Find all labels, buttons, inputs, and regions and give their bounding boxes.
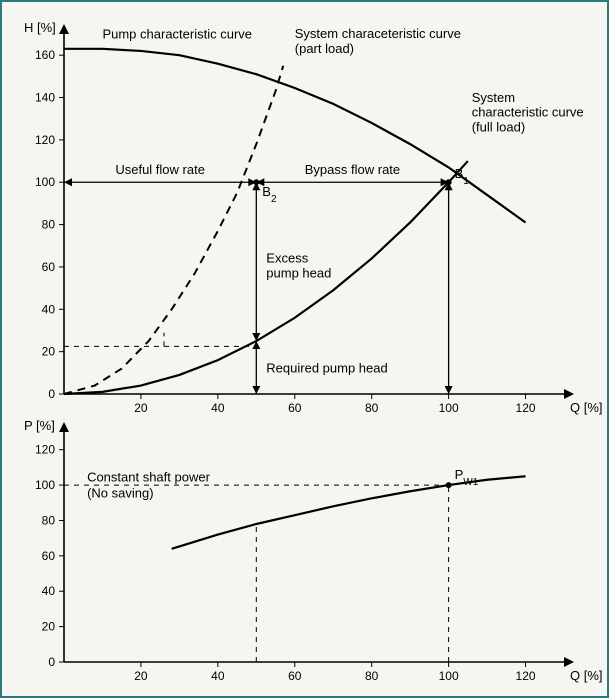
svg-text:0: 0 [48,655,55,669]
system-part-label-1: System characeteristic curve [295,26,461,41]
svg-text:60: 60 [42,260,56,274]
b1-label: B1 [455,166,470,187]
point-b2 [253,179,259,185]
point-pw1 [446,482,452,488]
svg-text:60: 60 [42,549,56,563]
b2-label: B2 [262,184,277,205]
svg-text:80: 80 [365,669,379,683]
svg-text:40: 40 [42,584,56,598]
svg-text:20: 20 [42,345,56,359]
svg-text:0: 0 [48,387,55,401]
svg-text:80: 80 [42,218,56,232]
excess-head-label-1: Excess [266,251,308,266]
svg-text:20: 20 [134,669,148,683]
system-full-label-3: (full load) [472,119,525,134]
svg-text:20: 20 [42,620,56,634]
useful-flow-label: Useful flow rate [115,162,205,177]
system-part-label-2: (part load) [295,41,354,56]
const-power-label-2: (No saving) [87,485,153,500]
pump-curves-figure: { "figure": { "background_color": "#f5f5… [0,0,609,698]
required-head-label: Required pump head [266,361,387,376]
svg-text:100: 100 [439,669,459,683]
svg-text:160: 160 [35,48,55,62]
const-power-label-1: Constant shaft power [87,470,211,485]
y-axis-label: H [%] [24,20,56,35]
svg-text:120: 120 [35,443,55,457]
y-axis-label: P [%] [24,418,55,433]
svg-text:80: 80 [365,401,379,415]
svg-text:40: 40 [211,669,225,683]
x-axis-label: Q [%] [570,400,603,415]
svg-text:120: 120 [516,669,536,683]
svg-text:100: 100 [35,478,55,492]
svg-text:120: 120 [35,133,55,147]
svg-text:40: 40 [42,302,56,316]
system-full-label-1: System [472,90,515,105]
svg-text:120: 120 [516,401,536,415]
system-full-label-2: characteristic curve [472,105,584,120]
svg-text:140: 140 [35,91,55,105]
svg-text:40: 40 [211,401,225,415]
pump-curve-label: Pump characteristic curve [102,26,252,41]
svg-text:60: 60 [288,401,302,415]
point-b1 [446,179,452,185]
x-axis-label: Q [%] [570,668,603,683]
excess-head-label-2: pump head [266,266,331,281]
svg-canvas: 20 40 60 80 100 120 0 20 40 60 80 100 120 140 160 Q [%]… [2,2,607,696]
svg-text:100: 100 [35,175,55,189]
svg-text:60: 60 [288,669,302,683]
svg-text:80: 80 [42,513,56,527]
svg-text:100: 100 [439,401,459,415]
bypass-flow-label: Bypass flow rate [305,162,400,177]
svg-text:20: 20 [134,401,148,415]
